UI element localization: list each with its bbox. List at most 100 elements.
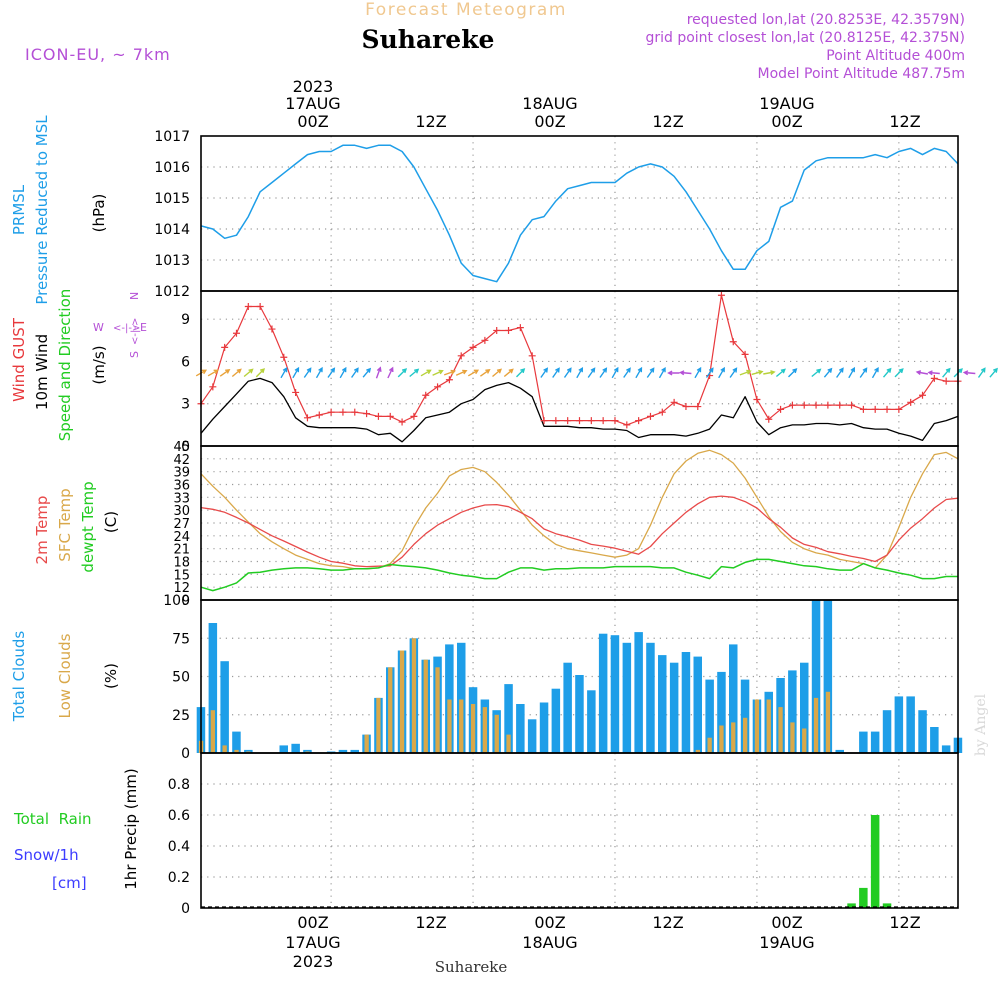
gust-marker: [777, 405, 785, 413]
wind-arrow-icon: [587, 367, 596, 378]
wind-gust-label: Wind GUST: [10, 317, 28, 402]
gust-marker: [516, 324, 524, 332]
wind-arrow-icon: [882, 367, 892, 378]
top-tick-label: 00Z: [297, 112, 328, 131]
gust-marker: [351, 408, 359, 416]
gust-marker: [564, 417, 572, 425]
total-cloud-bar: [575, 675, 584, 753]
wind-arrow-icon: [927, 370, 940, 376]
low-cloud-bar: [506, 734, 511, 753]
low-cloud-bar: [766, 699, 771, 753]
wind-dir-label: Speed and Direction: [56, 289, 74, 442]
total-cloud-bar: [729, 644, 738, 753]
y-tick-label: 24: [173, 530, 190, 545]
y-tick-label: 0.6: [168, 808, 190, 824]
total-cloud-bar: [551, 688, 561, 753]
gust-marker: [682, 403, 690, 411]
wind-speed-line: [200, 377, 959, 443]
pressure-line: [200, 144, 959, 283]
rain-bar: [859, 887, 868, 908]
wind-arrow-icon: [397, 368, 408, 378]
wind-arrow-icon: [811, 368, 822, 378]
bottom-date-label: 18AUG: [522, 933, 577, 952]
temp-labels: 2m Temp SFC Temp dewpt Temp (C): [33, 481, 120, 572]
y-tick-label: 3: [181, 397, 190, 413]
total-cloud-bar: [717, 671, 726, 753]
low-cloud-bar: [470, 704, 476, 753]
total-cloud-bar: [693, 656, 702, 753]
wind-arrow-icon: [455, 369, 468, 376]
wind-arrow-icon: [387, 366, 394, 379]
bottom-tick-label: 00Z: [297, 913, 328, 932]
wind-arrow-icon: [705, 367, 714, 378]
gust-marker: [788, 401, 796, 409]
y-tick-label: 1016: [154, 160, 190, 176]
total-cloud-bar: [445, 644, 454, 753]
wind-arrow-icon: [327, 367, 336, 378]
gust-marker: [576, 417, 583, 425]
gust-marker: [623, 421, 631, 429]
gust-marker: [434, 383, 442, 391]
low-cloud-bar: [399, 650, 405, 753]
top-tick-label: 12Z: [415, 112, 446, 131]
wind-arrow-icon: [739, 369, 752, 376]
wind-arrow-icon: [763, 370, 776, 376]
gust-marker: [339, 408, 347, 416]
y-tick-label: 1015: [154, 191, 190, 207]
precip-labels: Total Rain Snow/1h [cm] 1hr Precip (mm): [13, 768, 140, 892]
total-cloud-bar: [930, 727, 939, 753]
wind-arrow-icon: [280, 366, 288, 379]
compass-e: E: [140, 321, 147, 334]
temp-2m-line: [200, 495, 959, 568]
total-cloud-bar: [906, 696, 915, 753]
gust-marker: [232, 329, 240, 337]
y-tick-label: 25: [172, 708, 190, 724]
top-tick-label: 12Z: [889, 112, 920, 131]
low-cloud-bar: [719, 725, 724, 753]
y-tick-label: 0.8: [168, 777, 190, 793]
point-altitude: Point Altitude 400m: [826, 48, 965, 64]
pressure-label-desc: Pressure Reduced to MSL: [33, 115, 51, 305]
gust-marker: [469, 343, 477, 351]
model-altitude: Model Point Altitude 487.75m: [758, 66, 965, 82]
gust-marker: [374, 412, 382, 420]
gust-marker: [942, 377, 950, 385]
compass-n: N: [128, 292, 141, 300]
wind-arrow-icon: [611, 366, 619, 379]
total-cloud-bar: [232, 731, 241, 753]
wind-arrow-icon: [859, 367, 868, 378]
top-year-label: 2023: [293, 77, 334, 96]
wind-arrow-icon: [658, 366, 666, 379]
credit-watermark: by Angel: [973, 693, 989, 756]
total-cloud-bar: [587, 690, 596, 753]
total-cloud-bar: [622, 642, 632, 753]
low-cloud-bar: [707, 737, 712, 753]
y-tick-label: 0: [181, 901, 190, 917]
y-tick-label: 0: [181, 746, 190, 762]
top-tick-label: 00Z: [534, 112, 565, 131]
total-cloud-bar: [823, 600, 833, 753]
y-tick-label: 0.2: [168, 870, 190, 886]
gust-marker: [209, 383, 217, 391]
rain-bar: [847, 903, 856, 908]
gust-marker: [587, 417, 595, 425]
gust-marker: [658, 408, 666, 416]
gust-marker: [717, 291, 725, 299]
compass-arrows-vertical: <-|->: [130, 318, 141, 345]
wind-arrow-icon: [503, 368, 514, 378]
gust-marker: [765, 415, 773, 423]
wind-arrow-icon: [977, 367, 986, 378]
gust-marker: [398, 418, 406, 426]
y-tick-label: 1017: [154, 129, 190, 145]
compass-s: S: [128, 351, 141, 358]
y-tick-label: 50: [172, 670, 190, 686]
y-tick-label: 9: [182, 594, 190, 609]
wind-arrow-icon: [871, 366, 879, 379]
y-tick-label: 1013: [154, 253, 190, 269]
wind-unit: (m/s): [90, 345, 108, 384]
wind-arrow-icon: [231, 368, 242, 378]
low-cloud-bar: [695, 749, 700, 753]
gust-marker: [895, 405, 903, 413]
gust-marker: [315, 411, 323, 419]
y-tick-label: 9: [181, 312, 190, 328]
